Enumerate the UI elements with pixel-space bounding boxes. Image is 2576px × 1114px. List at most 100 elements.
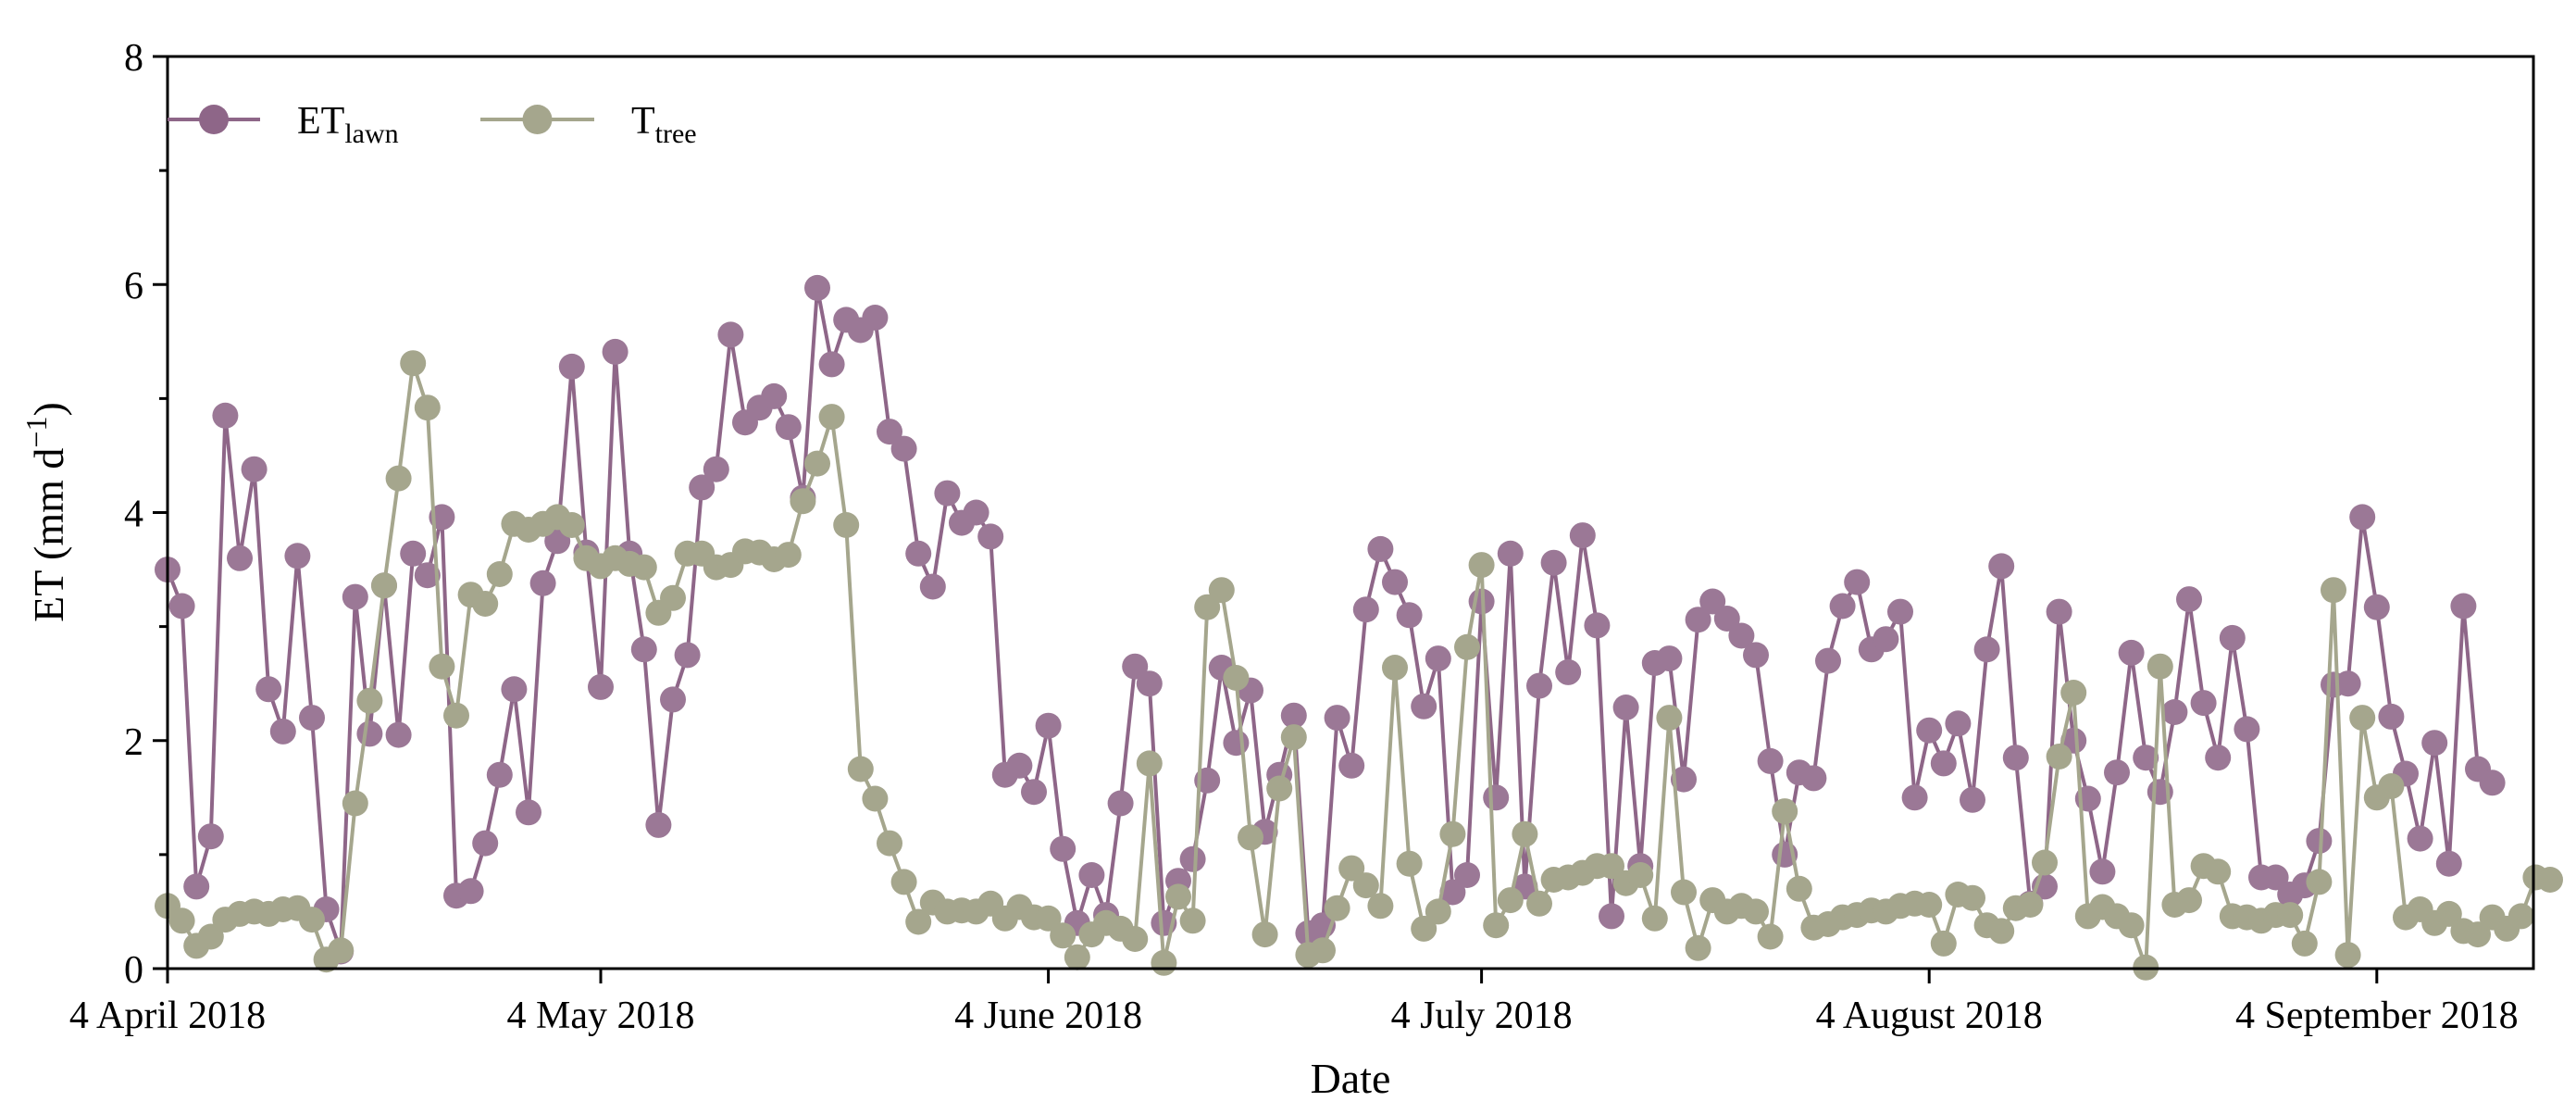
point-ET_lawn-56 [963,499,989,526]
series-T_tree [155,350,2563,981]
point-ET_lawn-154 [2378,703,2405,730]
point-ET_lawn-8 [269,718,296,745]
point-ET_lawn-5 [227,544,253,571]
point-ET_lawn-78 [1280,702,1307,729]
point-ET_lawn-123 [1930,750,1957,777]
point-ET_lawn-116 [1829,593,1856,620]
point-ET_lawn-95 [1526,672,1552,699]
point-T_tree-86 [1396,850,1423,877]
x-tick-label-1: 4 May 2018 [507,995,695,1037]
point-T_tree-69 [1151,949,1177,976]
point-T_tree-48 [847,756,874,782]
point-ET_lawn-100 [1599,903,1624,930]
point-ET_lawn-156 [2407,825,2433,852]
point-ET_lawn-2 [183,873,210,900]
point-ET_lawn-89 [1439,879,1466,906]
point-ET_lawn-127 [1988,553,2015,580]
point-T_tree-92 [1483,912,1510,939]
point-T_tree-80 [1310,937,1336,964]
point-ET_lawn-136 [2118,639,2145,666]
point-ET_lawn-107 [1699,588,1726,615]
point-ET_lawn-3 [197,823,224,850]
point-T_tree-84 [1367,893,1394,920]
y-axis-title-main: ET (mm d [25,448,72,622]
point-ET_lawn-83 [1352,596,1379,623]
point-ET_lawn-35 [660,686,686,713]
point-T_tree-20 [443,702,469,729]
point-T_tree-112 [1772,798,1798,825]
point-T_tree-102 [1627,862,1654,888]
point-ET_lawn-153 [2363,594,2390,620]
point-ET_lawn-6 [241,456,268,482]
point-ET_lawn-22 [472,830,499,857]
point-T_tree-82 [1338,855,1365,882]
point-T_tree-45 [804,450,830,477]
point-T_tree-154 [2378,773,2405,799]
x-tick-label-3: 4 July 2018 [1391,995,1573,1037]
point-T_tree-158 [2435,900,2462,927]
point-T_tree-148 [2291,930,2318,957]
point-T_tree-100 [1599,853,1624,880]
point-T_tree-14 [356,687,383,714]
point-ET_lawn-45 [804,274,830,301]
point-T_tree-68 [1136,750,1163,777]
legend-marker-0 [199,105,229,134]
point-T_tree-46 [818,404,845,431]
point-ET_lawn-18 [414,562,441,589]
point-ET_lawn-97 [1555,658,1582,685]
point-T_tree-10 [299,907,325,933]
point-T_tree-142 [2205,858,2232,885]
point-ET_lawn-81 [1324,705,1350,732]
point-ET_lawn-99 [1584,612,1611,639]
point-T_tree-33 [630,554,657,581]
point-ET_lawn-128 [2002,745,2029,771]
point-T_tree-147 [2277,902,2304,929]
point-T_tree-44 [790,488,816,515]
y-tick-label-4: 4 [124,494,143,536]
point-ET_lawn-111 [1757,747,1784,774]
point-ET_lawn-106 [1685,607,1711,633]
point-T_tree-94 [1512,820,1538,847]
legend: ETlawn Ttree [168,100,697,149]
point-T_tree-18 [414,394,441,421]
point-ET_lawn-131 [2046,598,2072,625]
point-ET_lawn-62 [1050,835,1076,862]
point-T_tree-35 [660,584,686,611]
point-T_tree-15 [371,572,397,599]
legend-entry-0: ETlawn [168,100,399,149]
point-T_tree-17 [400,350,427,377]
point-ET_lawn-90 [1454,862,1480,888]
point-T_tree-77 [1266,775,1293,802]
point-T_tree-140 [2176,887,2202,914]
point-T_tree-50 [877,830,902,857]
point-ET_lawn-50 [877,419,902,445]
point-T_tree-13 [342,790,368,817]
point-ET_lawn-161 [2479,770,2506,796]
point-T_tree-90 [1454,633,1480,660]
point-T_tree-19 [429,653,455,680]
point-ET_lawn-146 [2262,864,2289,891]
point-ET_lawn-137 [2133,745,2159,771]
y-axis-title-sup: −1 [19,417,53,448]
point-ET_lawn-122 [1916,717,1943,744]
legend-label-1: Ttree [631,100,697,149]
point-ET_lawn-158 [2435,850,2462,877]
point-ET_lawn-92 [1483,784,1510,811]
point-ET_lawn-17 [400,540,427,567]
point-ET_lawn-67 [1122,653,1149,680]
point-ET_lawn-68 [1136,670,1163,697]
point-ET_lawn-43 [775,414,802,441]
point-T_tree-91 [1468,552,1495,579]
point-ET_lawn-52 [905,540,932,567]
point-ET_lawn-144 [2234,716,2260,743]
point-ET_lawn-84 [1367,535,1394,562]
point-T_tree-75 [1238,824,1263,851]
point-T_tree-127 [1988,918,2015,945]
point-ET_lawn-14 [356,720,383,747]
point-T_tree-12 [328,937,355,964]
point-ET_lawn-85 [1382,569,1408,595]
point-T_tree-87 [1411,915,1437,942]
point-ET_lawn-60 [1021,779,1047,806]
point-ET_lawn-49 [862,305,889,331]
